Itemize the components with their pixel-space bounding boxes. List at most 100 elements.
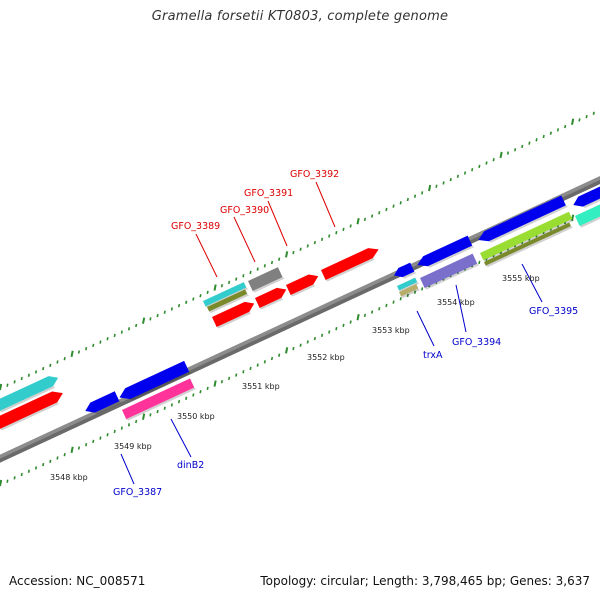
lower-tick: [85, 443, 88, 447]
callout-gfo-3394: [455, 284, 467, 333]
upper-tick: [428, 184, 432, 192]
gene-blue-mid-feature: [417, 235, 475, 268]
lower-tick: [163, 406, 166, 410]
upper-tick: [292, 250, 295, 255]
upper-tick: [127, 327, 131, 331]
upper-tick: [263, 264, 266, 268]
gene-olive-right-feature: [484, 222, 573, 268]
upper-tick: [34, 370, 38, 374]
gene-gfo-3389-feature: [212, 301, 255, 329]
lower-tick: [106, 433, 109, 437]
upper-tick: [435, 184, 438, 188]
lower-tick: [270, 356, 274, 361]
upper-tick: [471, 168, 474, 172]
upper-tick: [549, 131, 552, 135]
gene-label-gfo-3389: GFO_3389: [171, 221, 220, 232]
upper-tick: [385, 207, 388, 212]
lower-tick: [70, 446, 74, 454]
lower-tick: [399, 297, 402, 301]
upper-tick: [156, 313, 159, 318]
upper-tick: [256, 267, 259, 271]
upper-tick: [278, 257, 281, 261]
upper-tick: [320, 237, 324, 241]
upper-tick: [506, 151, 510, 155]
upper-tick: [299, 247, 302, 251]
upper-tick: [6, 383, 9, 387]
upper-tick: [463, 171, 467, 175]
lower-tick: [120, 426, 123, 430]
lower-tick: [242, 370, 245, 374]
lower-tick: [6, 479, 9, 483]
lower-tick: [149, 413, 152, 417]
gene-gfo-3392-feature: [321, 248, 379, 282]
upper-tick: [242, 274, 245, 278]
lower-tick: [413, 290, 417, 294]
lower-tick: [356, 314, 360, 321]
upper-tick: [42, 366, 45, 371]
lower-tick: [320, 333, 324, 337]
lower-tick: [34, 466, 38, 470]
lower-tick: [478, 260, 481, 265]
upper-tick: [413, 194, 417, 198]
gene-label-gfo-3392: GFO_3392: [290, 169, 339, 180]
lower-tick: [156, 409, 159, 414]
upper-tick: [270, 260, 274, 265]
upper-tick: [478, 164, 481, 169]
upper-tick-track: [0, 111, 595, 391]
upper-tick: [285, 251, 289, 258]
upper-tick: [56, 360, 59, 364]
scale-label-3552: 3552 kbp: [307, 353, 345, 362]
scale-label-3551: 3551 kbp: [242, 382, 280, 391]
lower-tick: [306, 340, 309, 344]
upper-tick: [120, 330, 123, 334]
callout-dinb2: [170, 418, 192, 458]
upper-tick: [485, 161, 488, 165]
lower-tick: [127, 423, 131, 427]
callout-gfo-3395: [521, 263, 543, 303]
gene-blue-small-feature: [85, 391, 122, 415]
lower-tick: [0, 479, 3, 487]
lower-tick: [20, 472, 23, 477]
upper-tick: [85, 347, 88, 351]
map-title: Gramella forsetii KT0803, complete genom…: [151, 9, 449, 24]
upper-tick: [514, 148, 517, 152]
scale-label-3549: 3549 kbp: [114, 442, 152, 451]
lower-tick: [13, 476, 16, 480]
lower-tick: [342, 323, 345, 328]
lower-tick: [378, 307, 381, 311]
lower-tick: [371, 310, 374, 314]
gene-label-gfo-3387: GFO_3387: [113, 487, 162, 498]
lower-tick: [406, 293, 409, 298]
gene-trxa-cyan-feature: [397, 277, 420, 293]
upper-tick: [49, 363, 52, 367]
upper-tick: [342, 227, 345, 232]
upper-tick: [399, 201, 402, 205]
upper-tick: [421, 191, 424, 195]
gene-blue-right-feature: [573, 186, 600, 209]
lower-tick: [42, 462, 45, 467]
upper-tick: [220, 284, 224, 288]
gene-label-dinb2: dinB2: [177, 460, 204, 471]
upper-tick: [113, 333, 116, 338]
upper-tick: [27, 373, 30, 377]
upper-tick: [77, 350, 81, 354]
upper-tick: [106, 337, 109, 341]
label-callouts: [120, 181, 543, 485]
feature-track: [0, 186, 600, 431]
upper-tick: [235, 277, 238, 281]
upper-tick: [63, 357, 66, 361]
upper-tick: [492, 158, 495, 162]
upper-tick: [535, 138, 538, 142]
lower-tick: [192, 393, 195, 397]
lower-tick: [135, 419, 138, 424]
upper-tick: [228, 280, 231, 285]
lower-tick: [363, 313, 367, 318]
lower-tick: [235, 373, 238, 377]
gene-label-gfo-3395: GFO_3395: [529, 306, 578, 317]
scale-label-3554: 3554 kbp: [437, 298, 475, 307]
gene-label-gfo-3391: GFO_3391: [244, 188, 293, 199]
lower-tick: [49, 459, 52, 463]
upper-tick: [142, 317, 146, 324]
lower-tick: [185, 396, 188, 400]
